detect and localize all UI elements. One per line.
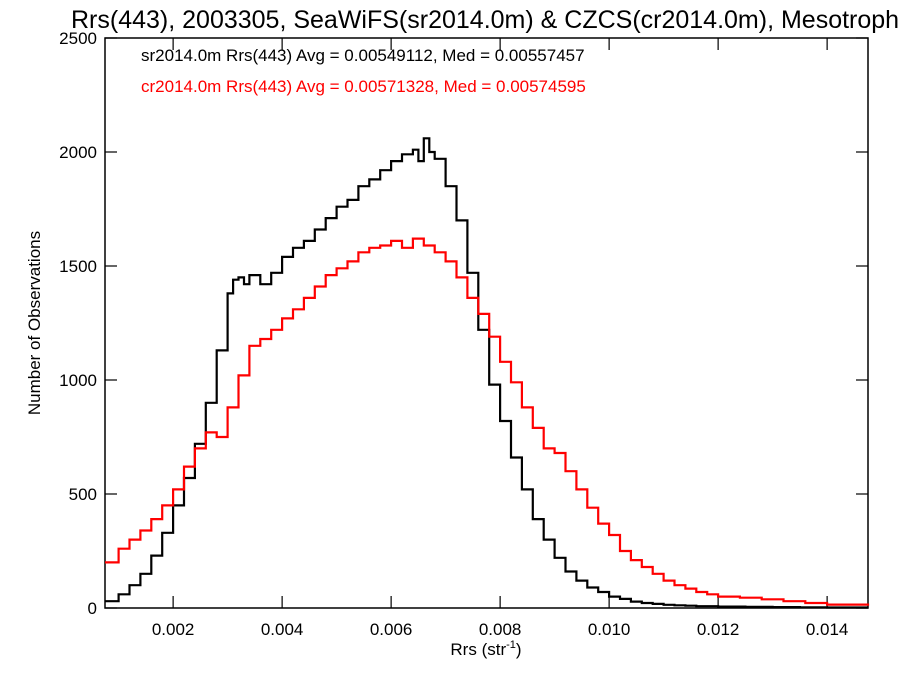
- y-tick-label: 1500: [59, 257, 97, 276]
- x-axis-label: Rrs (str-1): [450, 639, 521, 659]
- y-axis: 0 500 1000 1500 2000 2500: [59, 29, 868, 618]
- x-tick-label: 0.014: [806, 620, 849, 639]
- x-tick-label: 0.006: [370, 620, 413, 639]
- series-line-cr2014.0m: [105, 237, 870, 606]
- x-tick-label: 0.004: [261, 620, 304, 639]
- plot-frame: [104, 37, 869, 609]
- series-layer: [105, 137, 870, 609]
- annotation-cr-stats: cr2014.0m Rrs(443) Avg = 0.00571328, Med…: [141, 77, 586, 96]
- x-axis: 0.002 0.004 0.006 0.008 0.010 0.012 0.014: [152, 38, 849, 639]
- y-tick-label: 500: [69, 485, 97, 504]
- y-tick-label: 2500: [59, 29, 97, 48]
- y-tick-label: 0: [88, 599, 97, 618]
- x-tick-label: 0.012: [697, 620, 740, 639]
- chart-title: Rrs(443), 2003305, SeaWiFS(sr2014.0m) & …: [71, 6, 900, 34]
- annotation-sr-stats: sr2014.0m Rrs(443) Avg = 0.00549112, Med…: [141, 46, 585, 65]
- series-line-sr2014.0m: [105, 137, 868, 609]
- x-tick-label: 0.008: [479, 620, 522, 639]
- x-tick-label: 0.002: [152, 620, 195, 639]
- y-tick-label: 1000: [59, 371, 97, 390]
- y-tick-label: 2000: [59, 143, 97, 162]
- x-axis-label-superscript: -1: [506, 639, 516, 651]
- x-tick-label: 0.010: [588, 620, 631, 639]
- y-axis-label: Number of Observations: [25, 231, 44, 415]
